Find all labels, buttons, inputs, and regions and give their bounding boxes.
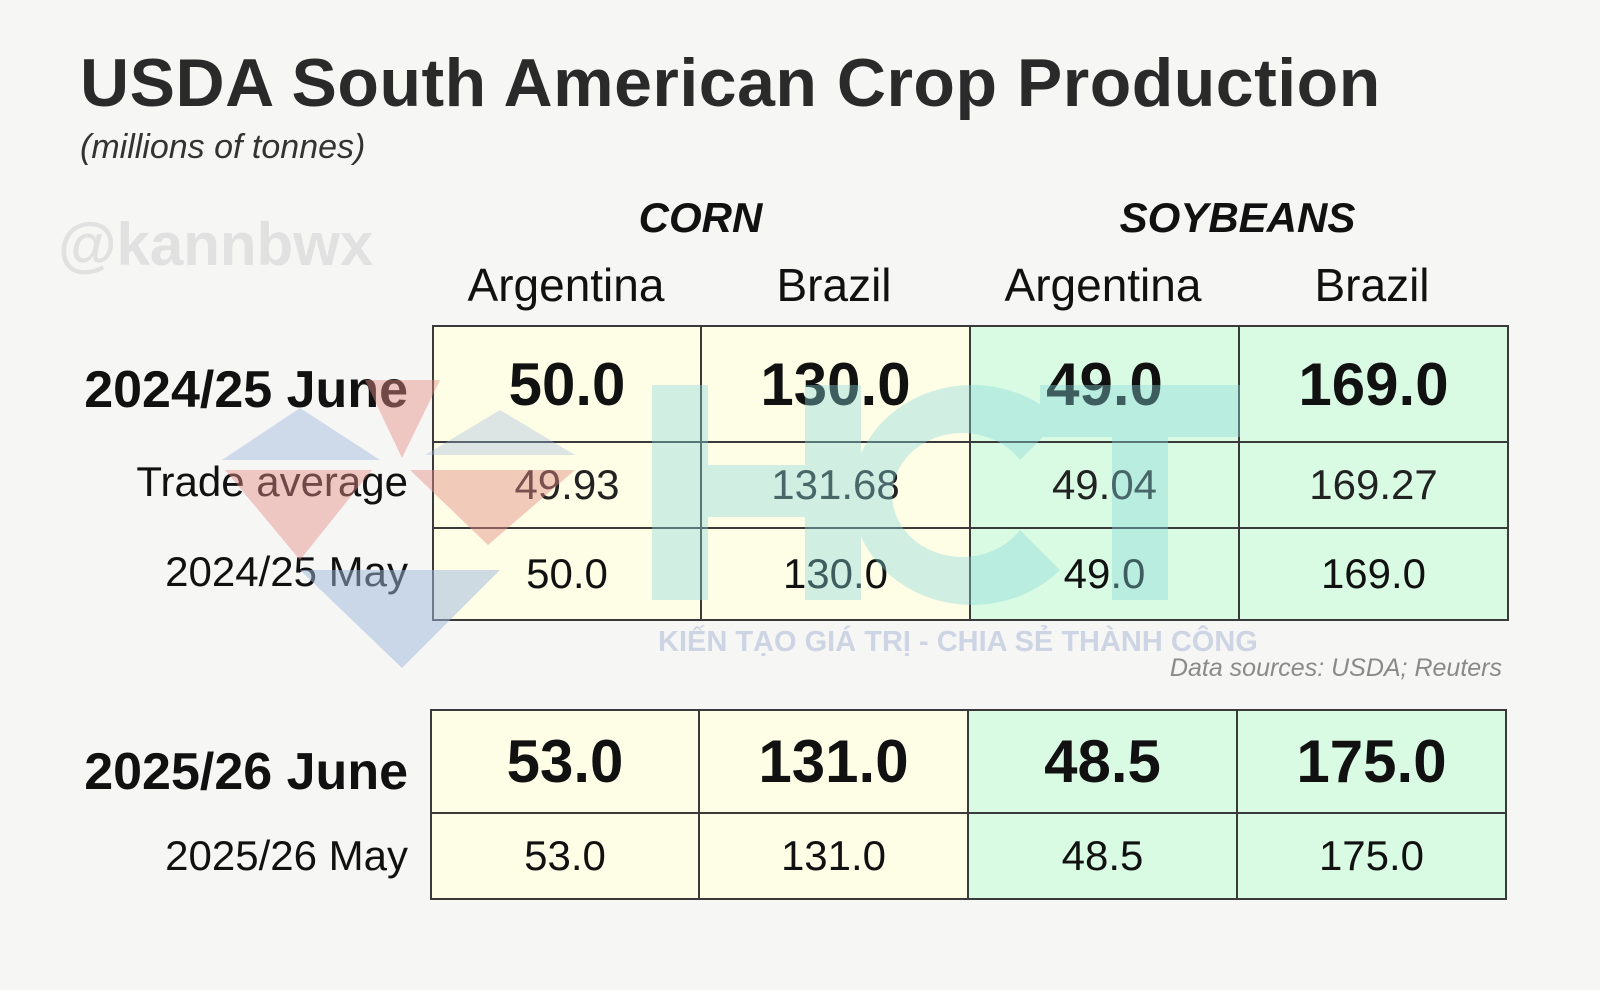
table-row: 49.93 131.68 49.04 169.27 (432, 441, 1509, 529)
cell-value: 169.0 (1238, 325, 1509, 443)
cell-value: 175.0 (1236, 709, 1507, 814)
column-label-corn-brazil: Brazil (776, 259, 892, 311)
watermark-tagline: KIẾN TẠO GIÁ TRỊ - CHIA SẺ THÀNH CÔNG (658, 626, 1258, 658)
cell-value: 131.0 (698, 709, 969, 814)
row-label-2025-26-june: 2025/26 June (84, 743, 408, 801)
cell-value: 49.0 (969, 527, 1240, 621)
cell-value: 53.0 (430, 709, 700, 814)
cell-value: 130.0 (700, 527, 971, 621)
cell-value: 53.0 (430, 812, 700, 900)
author-handle: @kannbwx (58, 211, 374, 278)
cell-value: 50.0 (432, 527, 702, 621)
row-label-2024-25-june: 2024/25 June (84, 361, 408, 419)
chart-subtitle: (millions of tonnes) (80, 128, 366, 166)
data-table-2025-26: 53.0 131.0 48.5 175.0 53.0 131.0 48.5 17… (430, 709, 1507, 900)
chart-title: USDA South American Crop Production (80, 45, 1381, 121)
table-row: 53.0 131.0 48.5 175.0 (430, 812, 1507, 900)
cell-value: 49.93 (432, 441, 702, 529)
cell-value: 169.0 (1238, 527, 1509, 621)
cell-value: 50.0 (432, 325, 702, 443)
cell-value: 131.68 (700, 441, 971, 529)
table-row: 50.0 130.0 49.0 169.0 (432, 325, 1509, 443)
cell-value: 49.04 (969, 441, 1240, 529)
data-table-2024-25: 50.0 130.0 49.0 169.0 49.93 131.68 49.04… (432, 325, 1509, 621)
table-row: 50.0 130.0 49.0 169.0 (432, 527, 1509, 621)
table-row: 53.0 131.0 48.5 175.0 (430, 709, 1507, 814)
cell-value: 175.0 (1236, 812, 1507, 900)
column-label-soy-brazil: Brazil (1314, 259, 1430, 311)
row-label-2024-25-may: 2024/25 May (165, 548, 408, 595)
data-sources-note: Data sources: USDA; Reuters (1169, 654, 1502, 682)
cell-value: 48.5 (967, 709, 1238, 814)
row-label-2025-26-may: 2025/26 May (165, 832, 408, 879)
cell-value: 130.0 (700, 325, 971, 443)
cell-value: 169.27 (1238, 441, 1509, 529)
row-label-trade-average: Trade average (136, 458, 408, 505)
group-label-corn: CORN (638, 194, 763, 241)
column-label-corn-argentina: Argentina (467, 259, 665, 311)
column-label-soy-argentina: Argentina (1004, 259, 1202, 311)
cell-value: 48.5 (967, 812, 1238, 900)
cell-value: 49.0 (969, 325, 1240, 443)
cell-value: 131.0 (698, 812, 969, 900)
group-label-soybeans: SOYBEANS (1119, 194, 1356, 241)
